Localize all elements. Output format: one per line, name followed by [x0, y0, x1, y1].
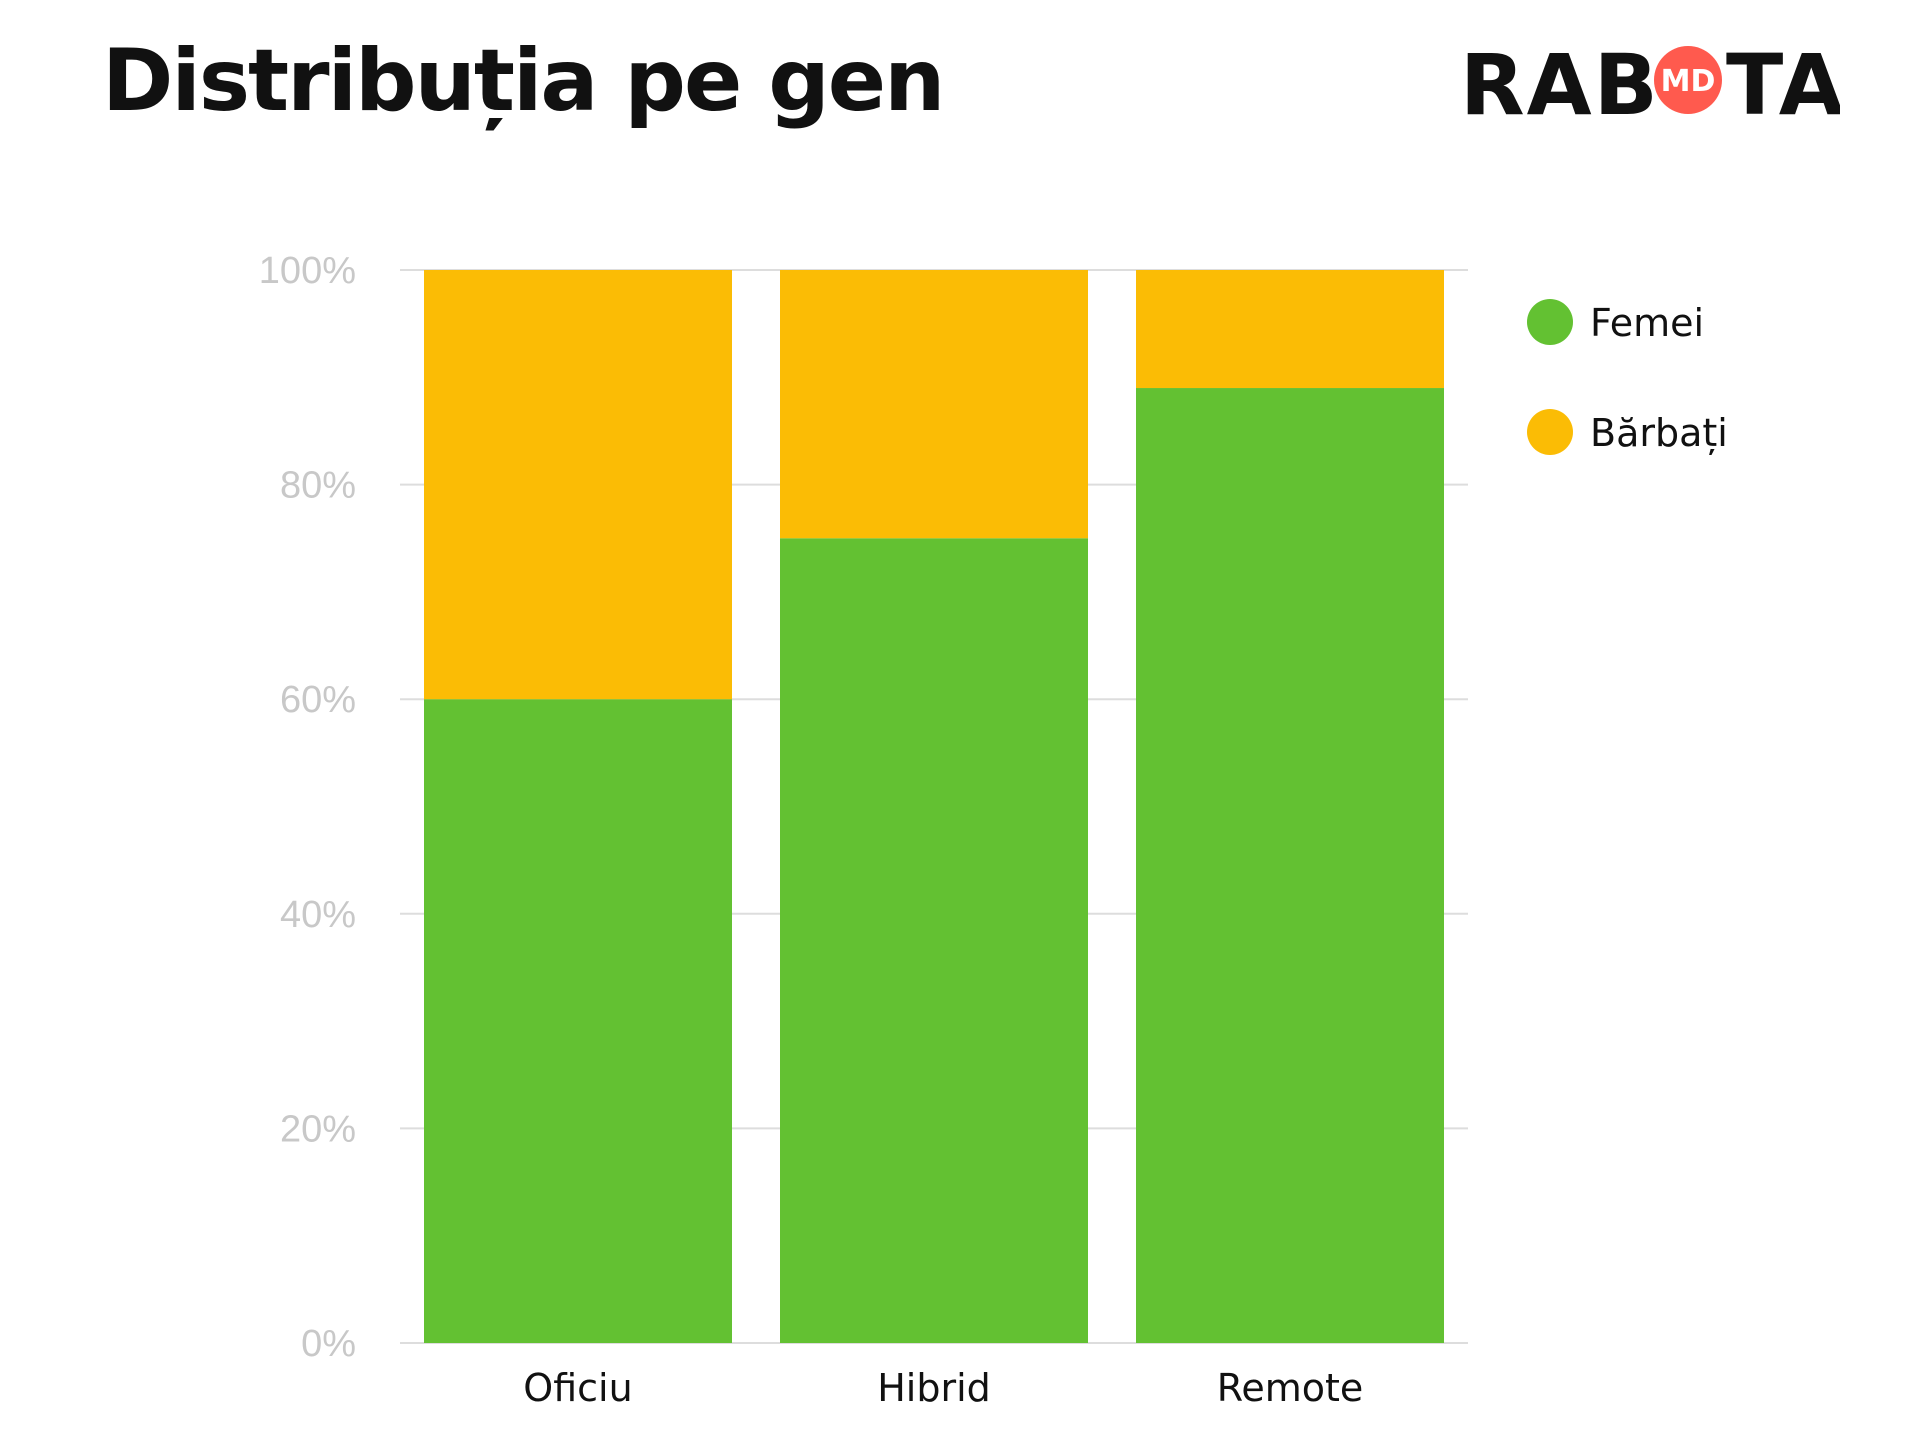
bar-remote-barbati: [1136, 270, 1444, 389]
bar-hibrid-barbati: [780, 270, 1088, 539]
y-tick-label: 0%: [301, 1323, 356, 1365]
x-category-label: Remote: [1217, 1366, 1364, 1410]
chart-title: Distribuția pe gen: [102, 31, 945, 131]
bar-remote-femei: [1136, 388, 1444, 1343]
x-category-label: Oficiu: [523, 1366, 632, 1410]
logo-badge-text: MD: [1661, 64, 1716, 99]
y-axis-tick-labels: 0% 20% 40% 60% 80% 100%: [259, 250, 356, 1365]
logo-text-right: TA: [1726, 38, 1840, 128]
y-tick-label: 20%: [280, 1108, 356, 1150]
legend-swatch: [1527, 409, 1573, 455]
legend-label: Femei: [1590, 301, 1704, 345]
y-tick-label: 40%: [280, 894, 356, 936]
rabota-logo: RAB MD TA: [1460, 38, 1840, 128]
legend-swatch: [1527, 299, 1573, 345]
bar-oficiu-femei: [424, 699, 732, 1343]
x-axis-category-labels: Oficiu Hibrid Remote: [523, 1366, 1363, 1410]
y-tick-label: 80%: [280, 465, 356, 507]
y-tick-label: 100%: [259, 250, 356, 292]
bars: [424, 270, 1444, 1343]
y-tick-label: 60%: [280, 679, 356, 721]
bar-oficiu-barbati: [424, 270, 732, 700]
legend-label: Bărbați: [1590, 411, 1728, 455]
legend: Femei Bărbați: [1527, 299, 1728, 455]
logo-text-left: RAB: [1460, 38, 1660, 128]
logo-badge: [1654, 46, 1722, 114]
bar-hibrid-femei: [780, 538, 1088, 1343]
x-category-label: Hibrid: [877, 1366, 991, 1410]
